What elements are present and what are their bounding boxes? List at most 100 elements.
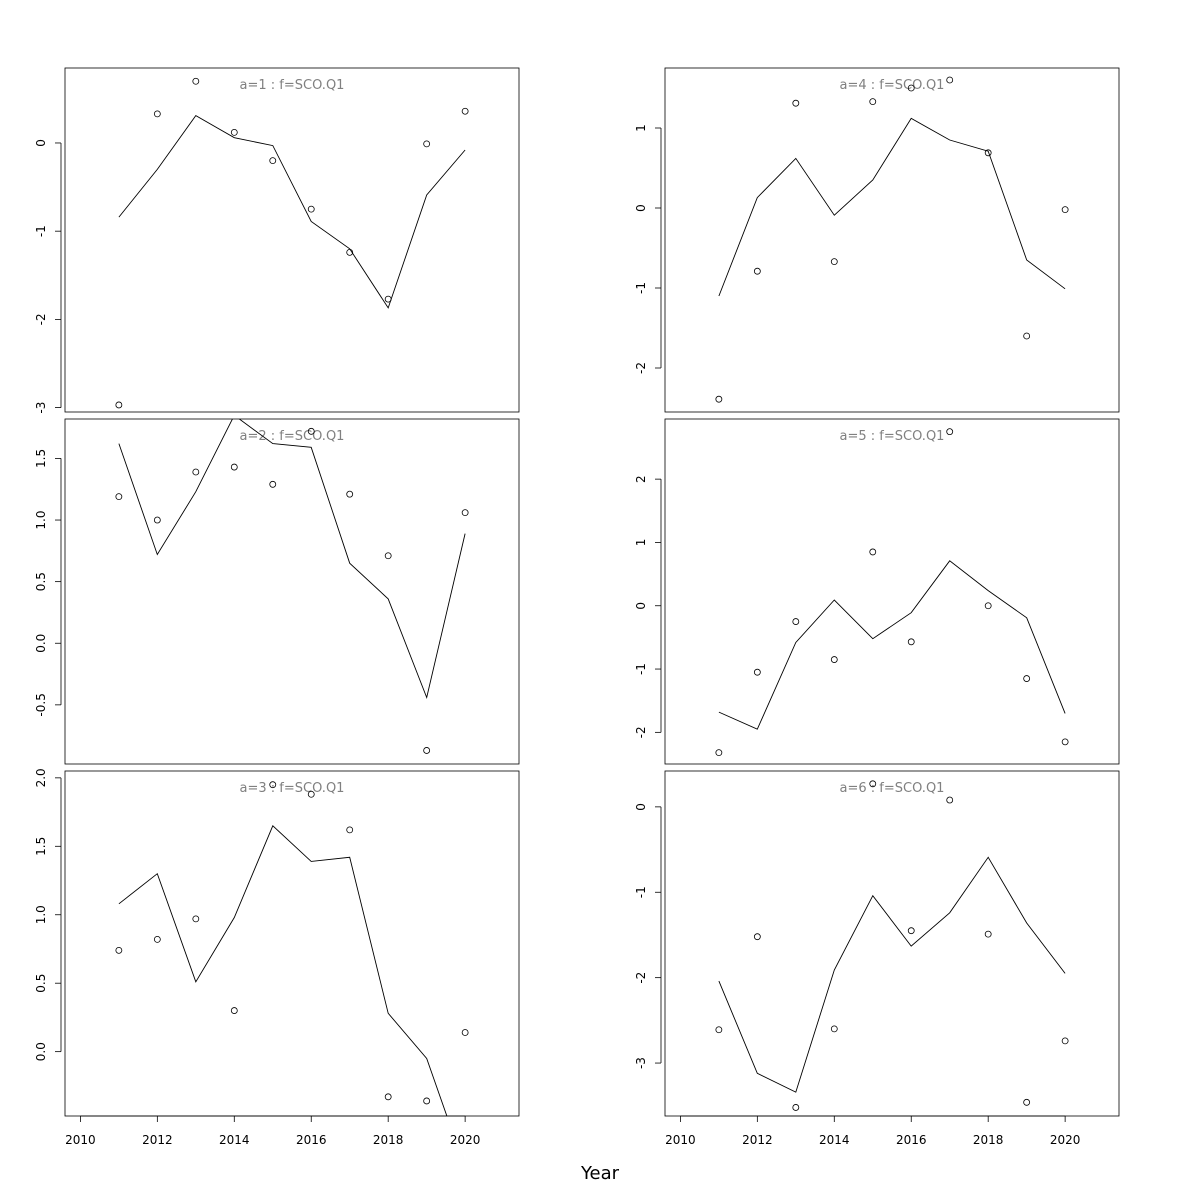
- observed-point: [269, 480, 277, 488]
- y-tick-label: 2: [634, 475, 648, 483]
- observed-point: [346, 826, 354, 834]
- y-tick-label: 0.0: [34, 1042, 48, 1061]
- panel-frame: [64, 67, 520, 413]
- panel-frame: [664, 770, 1120, 1117]
- observed-point: [230, 128, 238, 136]
- observed-point: [461, 107, 469, 115]
- x-tick-label: 2016: [896, 1133, 927, 1147]
- x-tick-label: 2018: [973, 1133, 1004, 1147]
- panel-frame: [664, 418, 1120, 765]
- observed-point: [907, 638, 915, 646]
- observed-point: [792, 99, 800, 107]
- x-tick-label: 2010: [665, 1133, 696, 1147]
- observed-point: [753, 267, 761, 275]
- observed-point: [830, 1025, 838, 1033]
- panel-data: [715, 76, 1069, 403]
- observed-point: [461, 1029, 469, 1036]
- y-tick-label: 0.0: [34, 634, 48, 653]
- panel-data: [115, 419, 469, 754]
- panel-data: [715, 780, 1069, 1111]
- y-tick-label: 0: [634, 803, 648, 811]
- y-tick-label: 0.5: [34, 572, 48, 591]
- y-tick-label: -2: [634, 972, 648, 984]
- observed-point: [115, 401, 123, 409]
- fitted-line: [118, 115, 466, 309]
- observed-point: [984, 930, 992, 938]
- y-tick-label: 1.0: [34, 905, 48, 924]
- x-tick-label: 2016: [296, 1133, 327, 1147]
- y-tick-label: -2: [634, 726, 648, 738]
- panel-frame: [664, 67, 1120, 413]
- observed-point: [461, 509, 469, 517]
- panel-title: a=6 : f=SCO.Q1: [840, 781, 945, 796]
- y-tick-label: -3: [634, 1057, 648, 1069]
- observed-point: [907, 927, 915, 935]
- panel-title: a=5 : f=SCO.Q1: [840, 429, 945, 444]
- observed-point: [715, 1026, 723, 1034]
- observed-point: [715, 395, 723, 403]
- observed-point: [946, 428, 954, 436]
- fitted-line: [718, 560, 1066, 730]
- observed-point: [115, 493, 123, 501]
- panel-1: -3 -2 -1 0 a=1 : f=SCO.Q1: [34, 67, 520, 414]
- observed-point: [423, 1097, 431, 1105]
- x-tick-label: 2012: [742, 1133, 773, 1147]
- panel-data: [715, 428, 1069, 757]
- observed-point: [269, 157, 277, 165]
- observed-point: [869, 780, 877, 788]
- x-tick-label: 2020: [450, 1133, 481, 1147]
- observed-point: [423, 140, 431, 148]
- observed-point: [984, 602, 992, 610]
- observed-point: [192, 915, 200, 923]
- x-tick-label: 2020: [1050, 1133, 1081, 1147]
- fitted-line: [718, 856, 1066, 1093]
- panel-2: -2 -1 0 1 a=4 : f=SCO.Q1: [634, 67, 1120, 413]
- observed-point: [1061, 738, 1069, 746]
- y-tick-label: -2: [634, 362, 648, 374]
- observed-point: [346, 248, 354, 256]
- panel-frame: [64, 418, 520, 765]
- observed-point: [230, 1007, 238, 1014]
- panel-3: -0.5 0.0 0.5 1.0 1.5 a=2 : f=SCO.Q1: [34, 418, 520, 765]
- observed-point: [153, 935, 161, 943]
- observed-point: [753, 668, 761, 676]
- panel-title: a=4 : f=SCO.Q1: [840, 78, 945, 93]
- observed-point: [192, 77, 200, 85]
- fitted-line: [118, 825, 448, 1116]
- observed-point: [230, 463, 238, 471]
- observed-point: [1023, 332, 1031, 340]
- observed-point: [384, 1093, 392, 1101]
- fitted-line: [718, 117, 1066, 297]
- observed-point: [307, 427, 315, 435]
- observed-point: [907, 84, 915, 92]
- panel-frame: [64, 770, 520, 1117]
- panel-title: a=1 : f=SCO.Q1: [240, 78, 345, 93]
- y-tick-label: -2: [34, 313, 48, 325]
- y-tick-label: 1: [634, 539, 648, 547]
- observed-point: [946, 76, 954, 84]
- y-tick-label: -1: [634, 886, 648, 898]
- observed-point: [423, 747, 431, 754]
- panel-data: [115, 77, 469, 409]
- y-tick-label: 0: [634, 602, 648, 610]
- observed-point: [153, 516, 161, 524]
- observed-point: [830, 656, 838, 663]
- observed-point: [715, 749, 723, 757]
- observed-point: [153, 110, 161, 118]
- observed-point: [984, 149, 992, 157]
- y-tick-label: -0.5: [34, 693, 48, 716]
- observed-point: [1061, 206, 1069, 214]
- observed-point: [753, 933, 761, 941]
- y-tick-label: 0: [34, 139, 48, 147]
- observed-point: [792, 618, 800, 625]
- observed-point: [269, 781, 277, 789]
- observed-point: [1023, 1098, 1031, 1106]
- y-tick-label: -1: [634, 663, 648, 675]
- observed-point: [946, 796, 954, 804]
- y-tick-label: -1: [34, 225, 48, 237]
- observed-point: [307, 790, 315, 798]
- observed-point: [792, 1104, 800, 1111]
- observed-point: [830, 258, 838, 266]
- x-tick-label: 2018: [373, 1133, 404, 1147]
- y-tick-label: -1: [634, 282, 648, 294]
